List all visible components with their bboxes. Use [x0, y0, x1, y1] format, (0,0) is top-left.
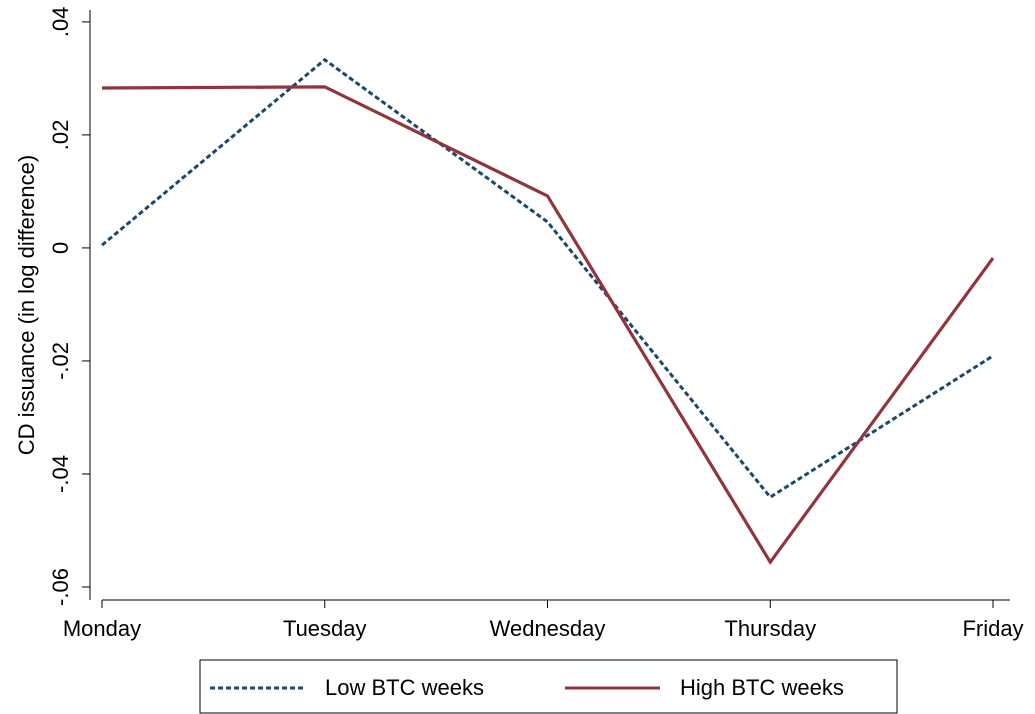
legend-label: High BTC weeks	[680, 675, 844, 700]
y-axis-label: CD issuance (in log difference)	[14, 155, 39, 455]
y-tick-label: .02	[48, 120, 73, 151]
y-tick-label: .04	[48, 7, 73, 38]
y-tick-label: -.06	[48, 568, 73, 606]
x-tick-label: Tuesday	[283, 616, 367, 641]
x-tick-label: Wednesday	[490, 616, 606, 641]
x-tick-label: Friday	[962, 616, 1023, 641]
y-tick-label: -.02	[48, 342, 73, 380]
legend-label: Low BTC weeks	[325, 675, 484, 700]
series-line	[101, 57, 994, 500]
y-tick-label: -.04	[48, 455, 73, 493]
x-tick-label: Thursday	[724, 616, 816, 641]
series-line	[101, 85, 995, 566]
legend	[199, 659, 898, 714]
x-tick-label: Monday	[63, 616, 141, 641]
y-tick-label: 0	[48, 242, 73, 254]
